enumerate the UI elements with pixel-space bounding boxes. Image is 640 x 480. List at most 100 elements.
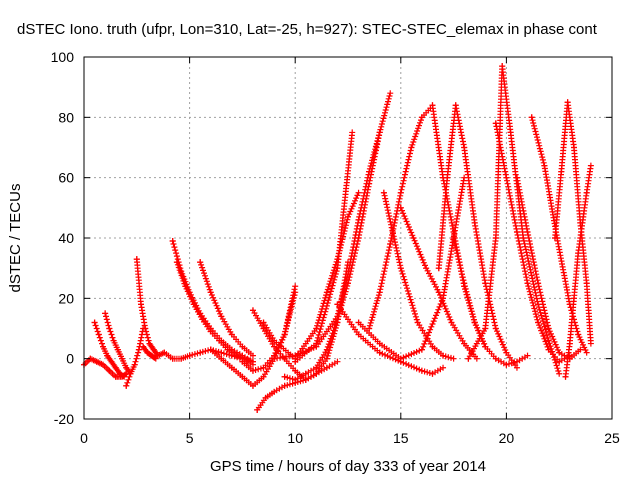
y-tick-label: 0 xyxy=(66,351,74,367)
data-point xyxy=(513,358,520,365)
data-point xyxy=(119,355,126,362)
data-point xyxy=(323,346,330,353)
y-tick-label: 40 xyxy=(58,230,74,246)
data-point xyxy=(142,325,149,332)
data-point xyxy=(461,280,468,287)
data-point xyxy=(556,358,563,365)
data-point xyxy=(216,337,223,344)
y-axis-label: dSTEC / TECUs xyxy=(7,184,24,293)
data-point xyxy=(423,265,430,272)
data-point xyxy=(173,259,180,266)
data-point xyxy=(418,367,425,374)
y-tick-label: 100 xyxy=(51,49,75,65)
data-point xyxy=(249,307,256,314)
data-point xyxy=(397,204,404,211)
data-point xyxy=(429,370,436,377)
data-point xyxy=(182,283,189,290)
data-point xyxy=(513,364,520,371)
series-10 xyxy=(239,289,299,374)
data-point xyxy=(471,219,478,226)
data-point xyxy=(313,364,320,371)
data-point xyxy=(138,301,145,308)
data-point xyxy=(503,174,510,181)
data-point xyxy=(112,373,119,380)
data-point xyxy=(249,352,256,359)
data-point xyxy=(418,114,425,121)
data-point xyxy=(471,319,478,326)
data-point xyxy=(186,352,193,359)
data-point xyxy=(102,310,109,317)
series-16 xyxy=(292,129,356,365)
series-4 xyxy=(133,256,256,368)
data-point xyxy=(116,370,123,377)
data-point xyxy=(520,235,527,241)
data-point xyxy=(197,259,204,266)
data-point xyxy=(499,63,506,70)
data-point xyxy=(121,373,128,380)
data-point xyxy=(93,358,100,365)
data-point xyxy=(513,174,520,181)
y-tick-label: -20 xyxy=(54,411,74,427)
data-point xyxy=(292,289,299,296)
data-point xyxy=(271,388,278,395)
data-point xyxy=(535,280,542,287)
data-point xyxy=(281,331,288,338)
y-tick-label: 60 xyxy=(58,170,74,186)
data-point xyxy=(482,325,489,332)
data-point xyxy=(450,228,457,235)
data-point xyxy=(100,361,107,368)
data-point xyxy=(323,289,330,296)
data-point xyxy=(334,301,341,308)
data-point xyxy=(281,382,288,389)
data-point xyxy=(524,352,531,359)
data-point xyxy=(271,355,278,362)
x-tick-label: 5 xyxy=(186,430,194,446)
data-point xyxy=(207,289,214,296)
data-point xyxy=(334,313,341,320)
data-point xyxy=(218,313,225,320)
data-point xyxy=(380,189,387,196)
data-point xyxy=(482,280,489,287)
data-point xyxy=(106,367,113,374)
data-point xyxy=(524,280,531,287)
data-point xyxy=(503,349,510,356)
data-point xyxy=(271,343,278,350)
data-point xyxy=(587,340,594,347)
data-point xyxy=(435,289,442,296)
data-point xyxy=(492,235,499,241)
data-point xyxy=(178,355,185,362)
data-point xyxy=(150,346,157,353)
data-point xyxy=(281,373,288,380)
data-point xyxy=(418,346,425,353)
data-point xyxy=(450,355,457,362)
y-tick-label: 20 xyxy=(58,290,74,306)
x-tick-label: 20 xyxy=(499,430,515,446)
data-point xyxy=(450,235,457,241)
data-point xyxy=(133,256,140,263)
data-point xyxy=(528,114,535,121)
data-point xyxy=(397,265,404,272)
data-point xyxy=(429,343,436,350)
data-point xyxy=(260,373,267,380)
data-point xyxy=(123,364,130,371)
data-series xyxy=(81,63,594,413)
data-point xyxy=(104,352,111,359)
data-point xyxy=(228,364,235,371)
series-21 xyxy=(397,204,480,362)
data-point xyxy=(345,213,351,220)
data-point xyxy=(197,349,204,356)
data-point xyxy=(91,319,98,326)
data-point xyxy=(131,361,138,368)
x-tick-label: 10 xyxy=(287,430,303,446)
data-point xyxy=(355,189,362,196)
series-1 xyxy=(91,319,128,380)
data-point xyxy=(452,102,459,109)
series-24 xyxy=(450,235,531,368)
data-point xyxy=(161,349,168,356)
data-point xyxy=(146,340,153,347)
data-point xyxy=(127,370,134,377)
series-23 xyxy=(435,102,520,371)
data-point xyxy=(355,319,362,326)
